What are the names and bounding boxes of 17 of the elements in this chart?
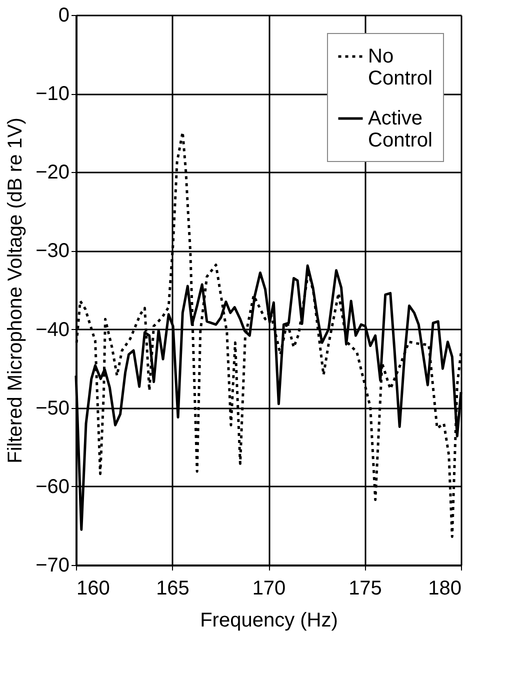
x-tick-label: 165 xyxy=(156,578,190,600)
x-tick-label: 170 xyxy=(252,578,286,600)
x-axis-title: Frequency (Hz) xyxy=(200,610,338,632)
y-tick-label: −70 xyxy=(36,554,70,576)
y-tick-label: 0 xyxy=(58,4,70,26)
x-tick-label: 180 xyxy=(428,578,462,600)
x-tick-label: 175 xyxy=(348,578,382,600)
legend-label: Active Control xyxy=(368,108,432,152)
y-tick-label: −10 xyxy=(36,83,70,106)
y-tick-label: −60 xyxy=(36,476,70,498)
y-tick-label: −50 xyxy=(36,397,70,420)
x-tick-label: 160 xyxy=(76,578,110,600)
y-axis-title: Filtered Microphone Voltage (dB re 1V) xyxy=(4,118,27,464)
y-tick-label: −40 xyxy=(36,318,70,341)
y-tick-label: −30 xyxy=(36,240,70,262)
legend-label: No Control xyxy=(368,46,432,90)
y-tick-label: −20 xyxy=(36,162,70,184)
